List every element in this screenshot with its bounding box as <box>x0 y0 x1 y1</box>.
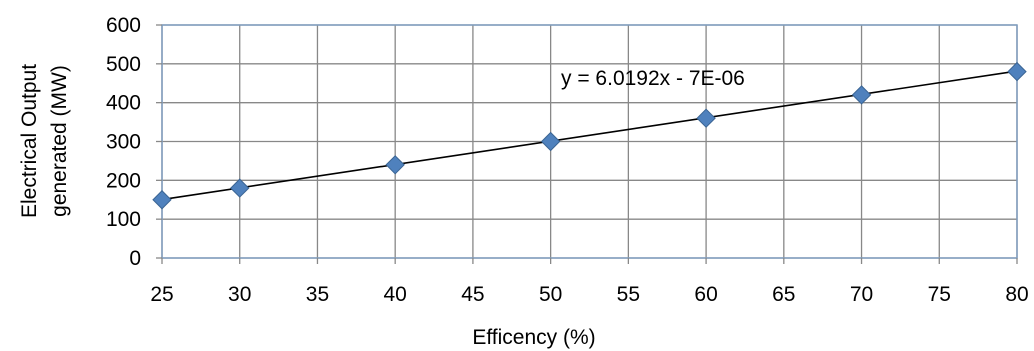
y-tick-label: 100 <box>106 208 141 231</box>
y-axis: 0 100 200 300 400 500 600 <box>106 14 162 270</box>
x-tick-label: 80 <box>1005 283 1028 306</box>
x-tick-label: 55 <box>617 283 640 306</box>
y-tick-label: 400 <box>106 92 141 115</box>
data-point-diamond <box>152 190 172 210</box>
y-tick-label: 200 <box>106 169 141 192</box>
x-tick-label: 25 <box>150 283 173 306</box>
x-tick-label: 45 <box>461 283 484 306</box>
x-tick-label: 50 <box>539 283 562 306</box>
data-point-diamond <box>230 178 250 198</box>
y-tick-label: 0 <box>129 247 141 270</box>
y-axis-title-line: Electrical Output <box>18 64 41 218</box>
data-point-diamond <box>385 155 405 175</box>
data-points <box>152 61 1027 210</box>
data-point-diamond <box>540 131 561 152</box>
x-tick-label: 65 <box>772 283 795 306</box>
x-axis: 25 30 35 40 45 50 55 60 65 70 75 80 <box>150 258 1029 306</box>
y-axis-title: Electrical Output generated (MW) <box>18 64 71 218</box>
trendline <box>161 70 1018 201</box>
x-axis-title: Efficency (%) <box>472 326 595 349</box>
y-tick-label: 500 <box>106 53 141 76</box>
x-tick-label: 30 <box>228 283 251 306</box>
x-tick-label: 35 <box>306 283 329 306</box>
data-point-diamond <box>696 108 716 128</box>
trendline-equation: y = 6.0192x - 7E-06 <box>561 67 745 90</box>
data-point-diamond <box>1007 61 1027 82</box>
x-tick-label: 75 <box>928 283 951 306</box>
y-tick-label: 600 <box>106 14 141 37</box>
y-tick-label: 300 <box>106 131 141 154</box>
grid-lines <box>161 24 1018 259</box>
x-tick-label: 60 <box>694 283 717 306</box>
data-point-diamond <box>851 85 872 105</box>
x-tick-label: 70 <box>850 283 873 306</box>
y-axis-title-line: generated (MW) <box>48 65 71 217</box>
trendline-line <box>161 70 1018 201</box>
x-tick-label: 40 <box>384 283 407 306</box>
